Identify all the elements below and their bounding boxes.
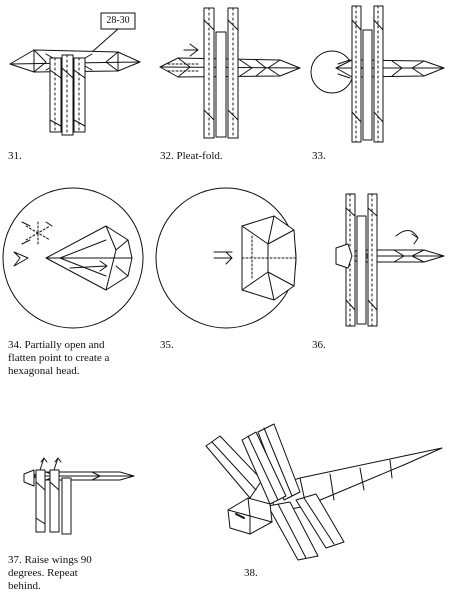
step-31-caption: 31. xyxy=(8,150,22,163)
step-number: 36. xyxy=(312,339,326,351)
step-instruction: Pleat-fold. xyxy=(176,150,223,162)
step-instruction-line: hexagonal head. xyxy=(8,365,80,377)
arrow-icon xyxy=(395,230,419,245)
step-36-caption: 36. xyxy=(312,339,326,352)
reference-label: 28-30 xyxy=(106,15,130,26)
step-33-drawing xyxy=(310,5,445,143)
step-38-caption: 38. xyxy=(244,567,258,580)
step-32-drawing xyxy=(159,7,301,139)
step-31-drawing xyxy=(9,12,141,136)
pleat-fold-symbol xyxy=(183,43,199,57)
step-number: 33. xyxy=(312,150,326,162)
step-instruction-line: degrees. Repeat xyxy=(8,567,78,579)
pleat-fold-symbol xyxy=(213,251,233,265)
arrow-icon xyxy=(53,457,62,471)
step-instruction-line: Partially open and xyxy=(24,339,105,351)
step-number: 37. xyxy=(8,554,22,566)
step-number: 35. xyxy=(160,339,174,351)
step-37-caption: 37. Raise wings 90 degrees. Repeat behin… xyxy=(8,554,92,593)
step-number: 31. xyxy=(8,150,22,162)
step-32-caption: 32. Pleat-fold. xyxy=(160,150,223,163)
step-34-drawing xyxy=(2,187,144,329)
step-38-drawing xyxy=(205,423,443,561)
arrow-icon xyxy=(69,260,108,272)
step-instruction-line: flatten point to create a xyxy=(8,352,110,364)
step-number: 32. xyxy=(160,150,174,162)
step-instruction-line: Raise wings 90 xyxy=(24,554,92,566)
step-35-caption: 35. xyxy=(160,339,174,352)
step-instruction-line: behind. xyxy=(8,580,41,592)
arrow-icon xyxy=(13,251,29,267)
step-33-caption: 33. xyxy=(312,150,326,163)
step-number: 34. xyxy=(8,339,22,351)
step-34-caption: 34. Partially open and flatten point to … xyxy=(8,339,109,378)
zoom-circle xyxy=(2,187,144,329)
step-36-drawing xyxy=(335,193,445,327)
step-35-drawing xyxy=(155,187,297,329)
step-37-drawing xyxy=(23,457,135,535)
arrow-icon xyxy=(39,457,48,471)
step-number: 38. xyxy=(244,567,258,579)
